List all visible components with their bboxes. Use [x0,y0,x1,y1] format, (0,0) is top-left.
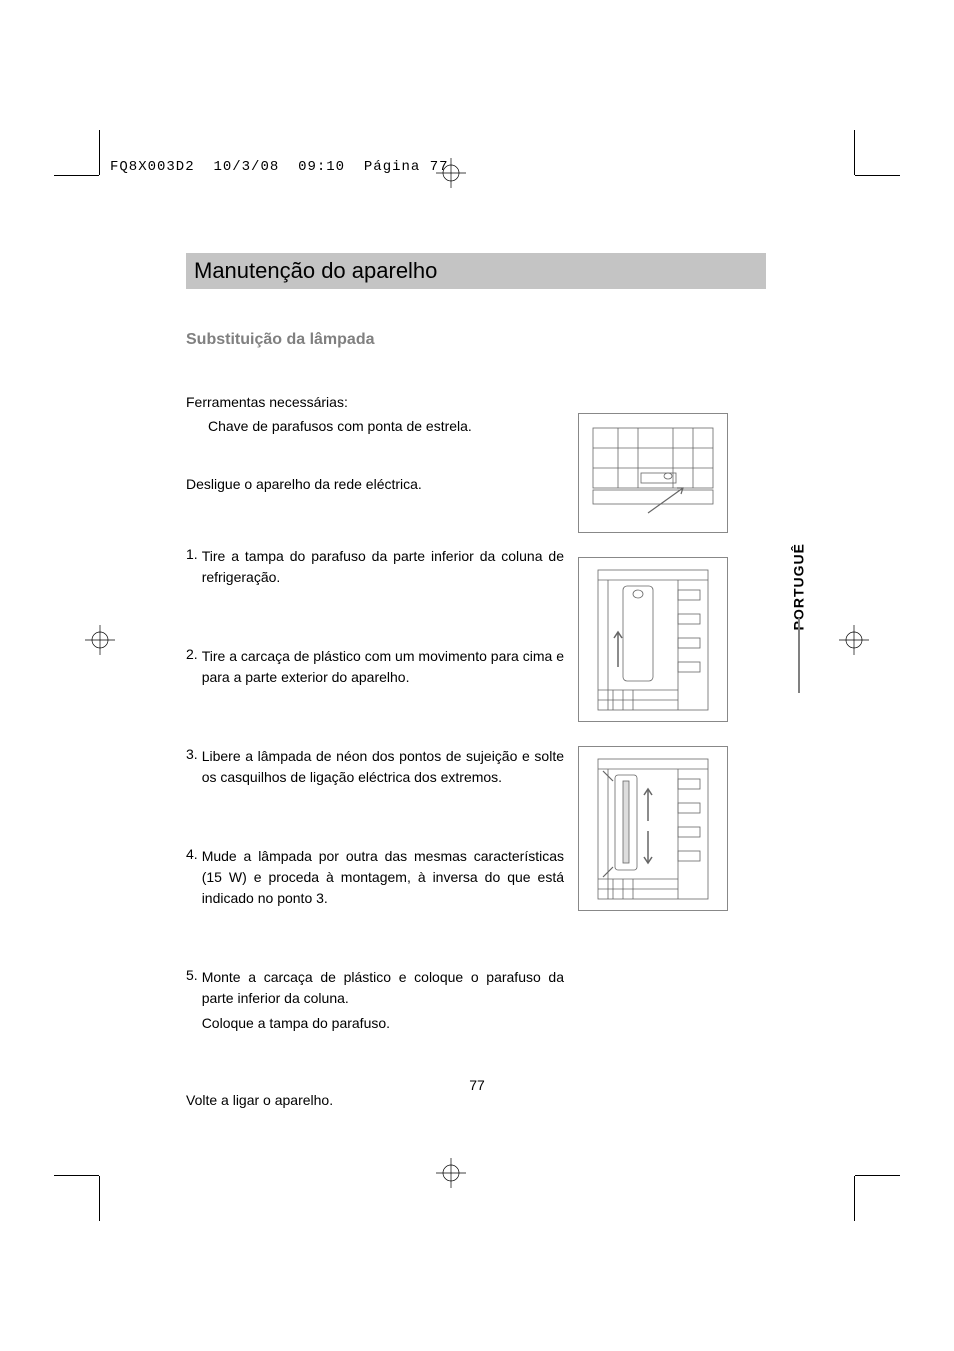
crop-mark [54,1175,99,1176]
step-text: Libere a lâmpada de néon dos pontos de s… [202,746,564,788]
crop-mark [99,130,100,175]
step-number: 5. [186,967,202,1034]
registration-mark-icon [436,1158,466,1193]
registration-mark-icon [839,625,869,660]
page-title: Manutenção do aparelho [186,253,766,289]
step-main-text: Monte a carcaça de plástico e coloque o … [202,969,564,1006]
figure-1 [578,413,728,533]
tools-label: Ferramentas necessárias: [186,391,766,413]
step-text: Tire a tampa do parafuso da parte inferi… [202,546,564,588]
step-item: 4. Mude a lâmpada por outra das mesmas c… [186,846,564,909]
step-number: 1. [186,546,202,588]
crop-mark [54,175,99,176]
step-number: 3. [186,746,202,788]
crop-mark [855,175,900,176]
crop-mark [854,130,855,175]
document-header: FQ8X003D2 10/3/08 09:10 Página 77 [110,159,449,175]
step-item: 2. Tire a carcaça de plástico com um mov… [186,646,564,688]
doc-code: FQ8X003D2 [110,159,195,175]
page-number: 77 [469,1077,485,1093]
step-item: 1. Tire a tampa do parafuso da parte inf… [186,546,564,588]
crop-mark [99,1176,100,1221]
doc-page-label: Página 77 [364,159,449,175]
step-extra-text: Coloque a tampa do parafuso. [202,1013,564,1034]
step-text: Tire a carcaça de plástico com um movime… [202,646,564,688]
reconnect-instruction: Volte a ligar o aparelho. [186,1092,766,1108]
registration-mark-icon [85,625,115,660]
figure-column [578,413,728,935]
step-text: Monte a carcaça de plástico e coloque o … [202,967,564,1034]
doc-time: 09:10 [298,159,345,175]
step-text: Mude a lâmpada por outra das mesmas cara… [202,846,564,909]
crop-mark [854,1176,855,1221]
crop-mark [855,1175,900,1176]
step-item: 5. Monte a carcaça de plástico e coloque… [186,967,564,1034]
step-number: 2. [186,646,202,688]
figure-3 [578,746,728,911]
step-number: 4. [186,846,202,909]
section-subtitle: Substituição da lâmpada [186,331,766,349]
doc-date: 10/3/08 [213,159,279,175]
language-tab-line [798,618,800,693]
step-item: 3. Libere a lâmpada de néon dos pontos d… [186,746,564,788]
figure-2 [578,557,728,722]
